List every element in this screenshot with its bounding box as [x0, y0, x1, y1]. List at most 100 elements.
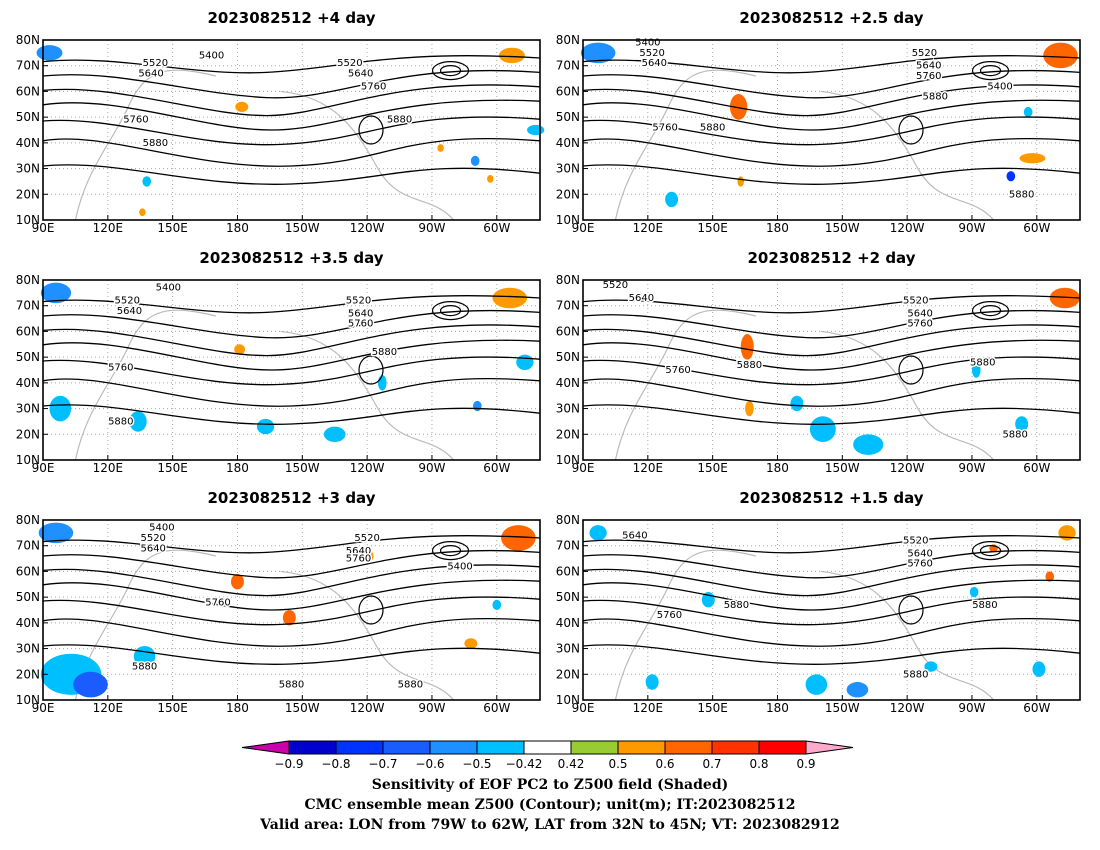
- sensitivity-shade: [470, 155, 480, 167]
- sensitivity-shade: [142, 176, 152, 187]
- coastline-asia: [74, 309, 217, 461]
- x-tick-label: 150W: [285, 701, 320, 715]
- x-tick-label: 150W: [825, 701, 860, 715]
- y-tick-label: 60N: [16, 324, 40, 338]
- colorbar-tick-label: 0.5: [608, 757, 627, 771]
- panel-frame: [582, 39, 1081, 221]
- contour-label: 5760: [361, 81, 386, 92]
- sensitivity-shade: [740, 334, 754, 360]
- z500-contour: [582, 84, 1081, 117]
- x-tick-label: 90W: [418, 461, 445, 475]
- z500-contour: [42, 644, 541, 665]
- sensitivity-shade: [1049, 287, 1080, 309]
- contour-label: 5640: [346, 546, 371, 557]
- y-tick-label: 30N: [556, 162, 580, 176]
- colorbar-segment: [429, 740, 478, 755]
- z500-contour: [42, 579, 541, 611]
- y-tick-label: 70N: [16, 59, 40, 73]
- colorbar-segment: [382, 740, 431, 755]
- x-tick-label: 90E: [32, 461, 55, 475]
- contour-label: 5400: [156, 283, 181, 294]
- z500-contour: [42, 339, 541, 371]
- y-tick-label: 20N: [16, 667, 40, 681]
- contour-label: 5520: [140, 533, 165, 544]
- contour-label: 5640: [907, 548, 932, 559]
- contour-label: 5760: [907, 319, 932, 330]
- sensitivity-shade: [589, 525, 607, 541]
- sensitivity-shade: [234, 344, 246, 355]
- x-tick-label: 150W: [825, 221, 860, 235]
- contour-label: 5880: [108, 416, 133, 427]
- z500-contour: [582, 138, 1081, 167]
- contour-label: 5880: [387, 115, 412, 126]
- y-tick-label: 30N: [16, 642, 40, 656]
- x-tick-label: 90W: [958, 221, 985, 235]
- sensitivity-shade: [1058, 525, 1076, 541]
- colorbar-tick-label: −0.7: [368, 757, 397, 771]
- contour-label: 5640: [622, 530, 647, 541]
- x-tick-label: 180: [766, 701, 789, 715]
- sensitivity-shade: [40, 282, 72, 304]
- z500-contour: [582, 295, 1081, 314]
- z500-contour: [582, 55, 1081, 74]
- z500-contour: [42, 324, 541, 357]
- x-tick-label: 60W: [1023, 461, 1050, 475]
- y-tick-label: 10N: [556, 693, 580, 707]
- z500-contour: [42, 69, 541, 99]
- colorbar-tick-label: 0.6: [655, 757, 674, 771]
- contour-label: 5760: [665, 365, 690, 376]
- x-tick-label: 150E: [697, 221, 728, 235]
- contour-label: 5760: [907, 559, 932, 570]
- coastline-america: [820, 570, 995, 701]
- x-tick-label: 150W: [825, 461, 860, 475]
- x-tick-label: 90E: [572, 461, 595, 475]
- contour-label: 5640: [348, 68, 373, 79]
- z500-contour: [358, 355, 384, 385]
- sensitivity-shade: [971, 362, 981, 378]
- y-tick-label: 50N: [16, 590, 40, 604]
- contour-label: 5520: [337, 58, 362, 69]
- x-tick-label: 180: [226, 461, 249, 475]
- z500-contour: [42, 378, 541, 407]
- contour-label: 5760: [346, 554, 371, 565]
- contour-label: 5520: [143, 58, 168, 69]
- x-tick-label: 120E: [633, 221, 664, 235]
- caption-line-3: Valid area: LON from 79W to 62W, LAT fro…: [260, 817, 840, 833]
- sensitivity-shade: [1045, 571, 1055, 582]
- caption: Sensitivity of EOF PC2 to Z500 field (Sh…: [0, 775, 1100, 835]
- colorbar-tick-label: 0.8: [749, 757, 768, 771]
- z500-contour: [431, 301, 470, 321]
- sensitivity-shade: [853, 434, 884, 455]
- contour-label: 5640: [348, 308, 373, 319]
- contour-label: 5880: [143, 138, 168, 149]
- y-tick-label: 40N: [16, 616, 40, 630]
- z500-contour: [898, 355, 924, 385]
- x-tick-label: 150W: [285, 461, 320, 475]
- z500-contour: [42, 309, 541, 339]
- sensitivity-shade: [487, 175, 494, 183]
- x-tick-label: 120E: [633, 701, 664, 715]
- contour-label: 5760: [123, 115, 148, 126]
- x-tick-label: 180: [226, 701, 249, 715]
- y-tick-label: 10N: [16, 213, 40, 227]
- panel-frame: [42, 519, 541, 701]
- z500-contour: [582, 324, 1081, 357]
- z500-contour: [582, 404, 1081, 425]
- sensitivity-shade: [846, 682, 869, 698]
- sensitivity-shade: [38, 522, 74, 544]
- x-tick-label: 60W: [483, 461, 510, 475]
- colorbar-segment: [758, 740, 807, 755]
- coastline-asia: [614, 549, 757, 701]
- coastline-asia: [74, 69, 217, 221]
- contour-label: 5520: [639, 48, 664, 59]
- colorbar-segment: [711, 740, 760, 755]
- z500-contour: [582, 564, 1081, 597]
- contour-label: 5400: [199, 50, 224, 61]
- map-area: [43, 40, 540, 220]
- y-tick-label: 60N: [556, 84, 580, 98]
- x-tick-label: 90W: [418, 701, 445, 715]
- coastline-america: [280, 330, 455, 461]
- z500-contour: [42, 535, 541, 554]
- y-tick-label: 10N: [16, 453, 40, 467]
